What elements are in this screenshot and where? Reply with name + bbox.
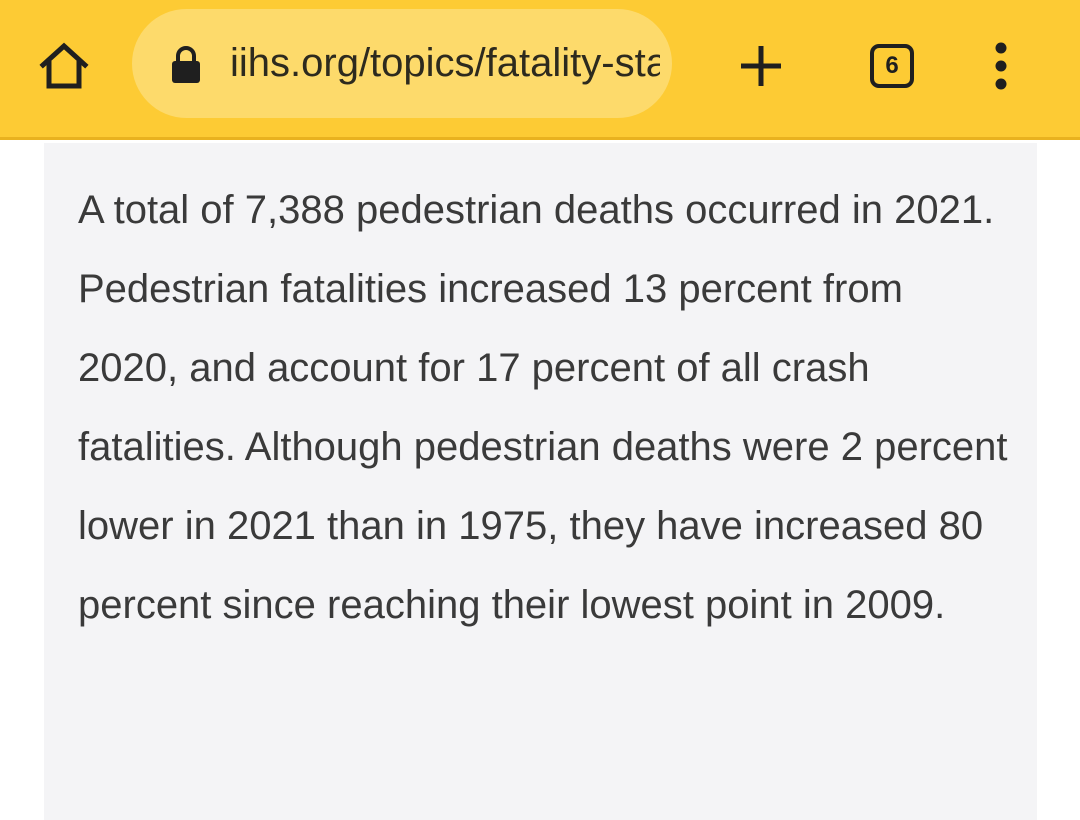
- article-card: A total of 7,388 pedestrian deaths occur…: [44, 143, 1037, 820]
- more-menu-button[interactable]: [976, 36, 1026, 96]
- more-vert-icon: [995, 42, 1007, 90]
- new-tab-button[interactable]: [728, 36, 794, 96]
- plus-icon: [741, 46, 781, 86]
- url-text: iihs.org/topics/fatality-statistics/deta…: [230, 41, 660, 85]
- article-paragraph: A total of 7,388 pedestrian deaths occur…: [78, 188, 1008, 627]
- home-icon: [39, 42, 89, 89]
- home-button[interactable]: [30, 36, 98, 96]
- tab-switcher-button[interactable]: 6: [862, 38, 922, 94]
- tab-count: 6: [885, 52, 899, 79]
- tab-switcher-icon: 6: [870, 44, 914, 88]
- lock-icon: [172, 46, 200, 83]
- browser-toolbar: iihs.org/topics/fatality-statistics/deta…: [0, 0, 1080, 140]
- address-bar[interactable]: iihs.org/topics/fatality-statistics/deta…: [132, 9, 672, 118]
